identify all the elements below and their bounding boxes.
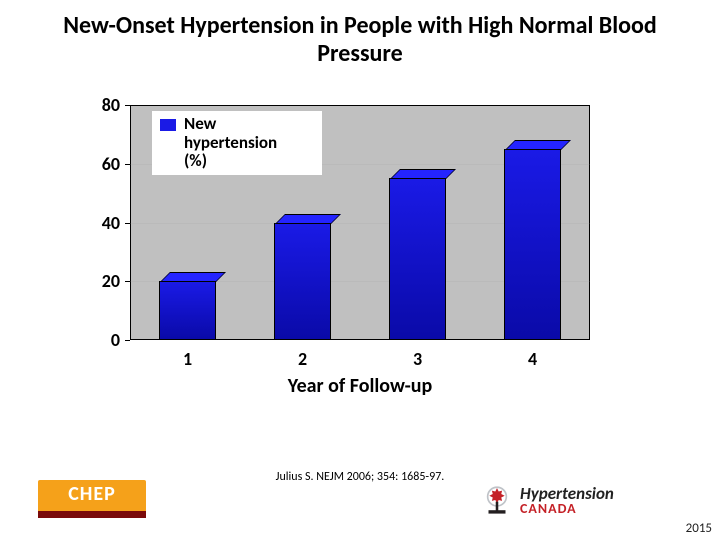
y-tick <box>125 164 130 165</box>
legend-label: New hypertension (%) <box>184 115 277 171</box>
chart: New hypertension (%) Year of Follow-up 0… <box>70 95 610 415</box>
htn-logo-line1: Hypertension <box>520 485 614 502</box>
x-tick-label: 1 <box>158 348 218 370</box>
y-tick-label: 60 <box>80 153 120 175</box>
chep-logo: CHEP <box>38 480 146 518</box>
legend: New hypertension (%) <box>152 111 322 175</box>
bar <box>274 223 332 341</box>
y-tick-label: 0 <box>80 329 120 351</box>
y-tick <box>125 281 130 282</box>
x-tick-label: 3 <box>388 348 448 370</box>
x-tick-label: 4 <box>503 348 563 370</box>
chep-logo-text: CHEP <box>38 482 146 506</box>
slide-title: New-Onset Hypertension in People with Hi… <box>0 0 720 75</box>
x-tick-label: 2 <box>273 348 333 370</box>
year-label: 2015 <box>686 521 712 536</box>
hypertension-canada-logo: Hypertension CANADA <box>480 480 660 520</box>
y-tick <box>125 105 130 106</box>
bar <box>389 178 447 340</box>
bar <box>504 149 562 340</box>
legend-swatch <box>160 119 176 131</box>
y-tick-label: 20 <box>80 270 120 292</box>
htn-logo-line2: CANADA <box>520 502 614 516</box>
y-tick <box>125 223 130 224</box>
y-tick-label: 80 <box>80 94 120 116</box>
maple-leaf-icon <box>480 483 514 517</box>
y-tick <box>125 340 130 341</box>
bar <box>159 281 217 340</box>
x-axis-title: Year of Follow-up <box>130 374 590 398</box>
y-tick-label: 40 <box>80 212 120 234</box>
footer: CHEP Hypertension CANADA 2015 <box>0 478 720 540</box>
